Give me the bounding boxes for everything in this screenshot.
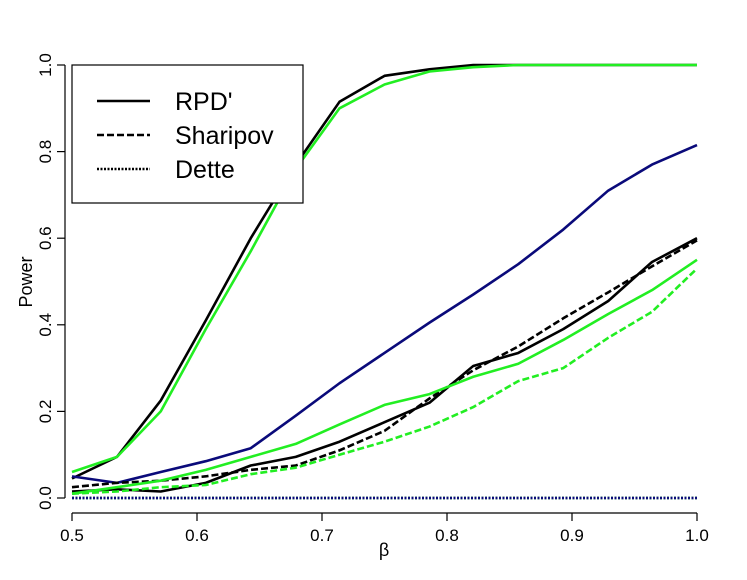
x-tick-label: 1.0 — [685, 526, 709, 545]
x-tick-label: 0.9 — [560, 526, 584, 545]
series-line-5 — [71, 239, 698, 489]
legend-label: Sharipov — [175, 122, 274, 150]
x-axis-label: β — [379, 540, 389, 560]
y-tick-label: 0.0 — [36, 486, 55, 510]
y-tick-label: 0.2 — [36, 400, 55, 424]
y-tick-label: 0.4 — [36, 313, 55, 337]
x-tick-label: 0.6 — [185, 526, 209, 545]
y-tick-label: 0.8 — [36, 140, 55, 164]
x-tick-label: 0.5 — [60, 526, 84, 545]
y-tick-label: 0.6 — [36, 226, 55, 250]
axes-layer — [64, 65, 697, 514]
series-line-3 — [71, 143, 698, 485]
y-axis-label: Power — [16, 256, 36, 307]
series-line-4 — [71, 237, 698, 493]
series-line-6 — [71, 258, 698, 495]
series-layer — [71, 63, 698, 500]
legend: RPD' Sharipov Dette — [71, 64, 304, 204]
legend-label: RPD' — [175, 88, 233, 116]
legend-label: Dette — [175, 156, 235, 184]
x-tick-label: 0.8 — [435, 526, 459, 545]
series-line-2 — [71, 63, 697, 474]
series-line-7 — [71, 267, 698, 495]
ticks-layer: 0.5 0.6 0.7 0.8 0.9 1.0 0.0 0.2 0.4 0.6 0.8 1.0 — [36, 53, 709, 545]
x-tick-label: 0.7 — [310, 526, 334, 545]
y-tick-label: 1.0 — [36, 53, 55, 77]
